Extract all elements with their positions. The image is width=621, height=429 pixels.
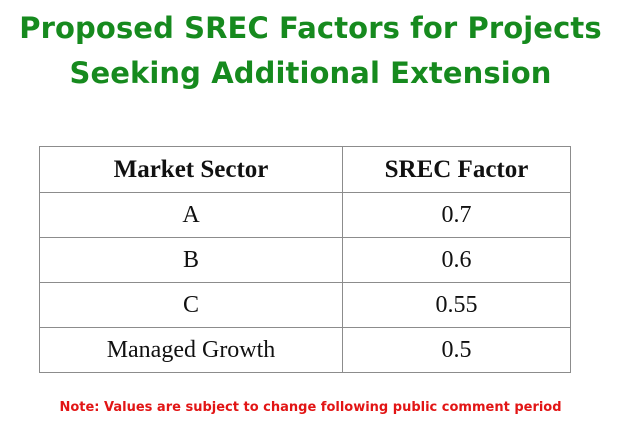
row-sector-cell: A	[39, 192, 343, 238]
header-market-sector: Market Sector	[39, 146, 343, 193]
table-row: Managed Growth 0.5	[39, 327, 571, 373]
header-srec-factor: SREC Factor	[342, 146, 571, 193]
public-comment-note: Note: Values are subject to change follo…	[59, 400, 562, 415]
table-row: A 0.7	[39, 192, 571, 238]
row-sector-cell: B	[39, 237, 343, 283]
row-factor-cell: 0.7	[342, 192, 571, 238]
row-factor-cell: 0.5	[342, 327, 571, 373]
row-factor-cell: 0.55	[342, 282, 571, 328]
title-line-2: Seeking Additional Extension	[69, 56, 552, 90]
srec-factor-table: Market Sector SREC Factor A 0.7 B 0.6 C …	[39, 146, 571, 373]
title-line-1: Proposed SREC Factors for Projects	[19, 11, 602, 45]
row-factor-cell: 0.6	[342, 237, 571, 283]
slide-title: Proposed SREC Factors for Projects Seeki…	[0, 6, 621, 96]
row-sector-cell: Managed Growth	[39, 327, 343, 373]
table-row: B 0.6	[39, 237, 571, 283]
row-sector-cell: C	[39, 282, 343, 328]
table-row: C 0.55	[39, 282, 571, 328]
table-header-row: Market Sector SREC Factor	[39, 146, 571, 193]
